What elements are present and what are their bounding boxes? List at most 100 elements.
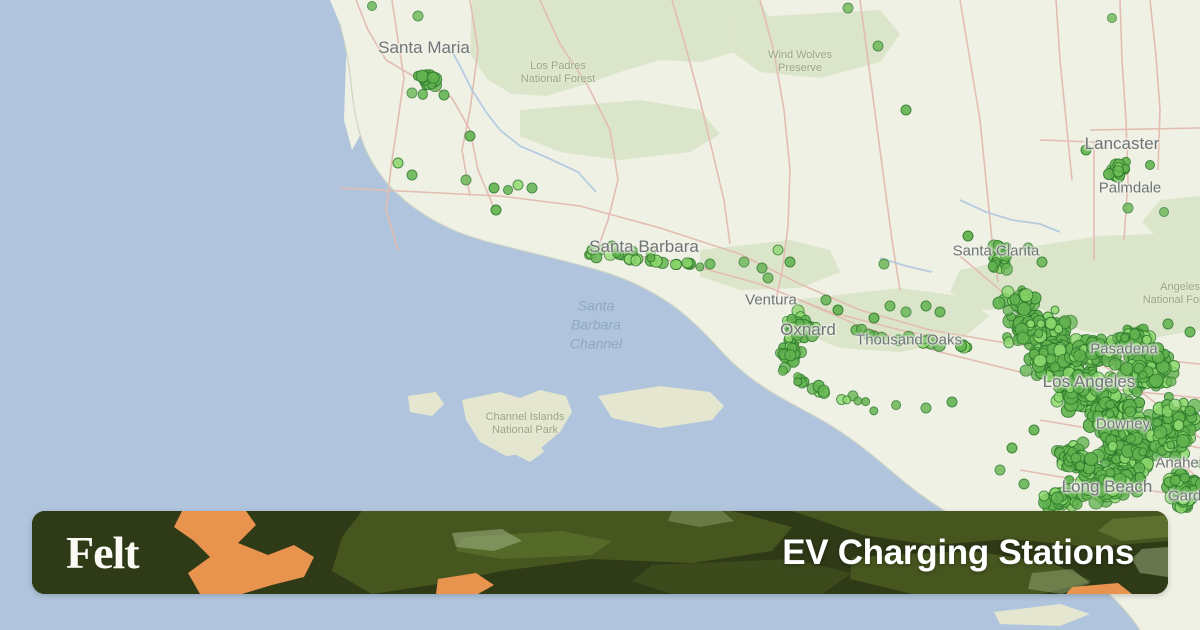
ev-station-marker[interactable]: [842, 395, 852, 405]
ev-station-marker[interactable]: [412, 10, 424, 22]
ev-station-marker[interactable]: [868, 312, 880, 324]
ev-station-marker[interactable]: [646, 253, 656, 263]
ev-station-marker[interactable]: [1022, 242, 1034, 254]
felt-logo[interactable]: Felt: [66, 526, 140, 578]
ev-station-marker[interactable]: [962, 230, 974, 242]
ev-station-marker[interactable]: [817, 385, 830, 398]
park-los-padres: [470, 0, 772, 96]
island-santa-rosa: [408, 392, 444, 416]
ev-station-marker[interactable]: [1159, 207, 1169, 217]
ev-station-marker[interactable]: [512, 179, 524, 191]
map-label-city: Thousand Oaks: [856, 331, 962, 349]
ev-station-marker[interactable]: [1107, 13, 1117, 23]
ev-station-marker[interactable]: [875, 331, 888, 344]
ev-station-marker[interactable]: [784, 256, 796, 268]
ev-station-marker[interactable]: [669, 258, 682, 271]
ev-station-marker[interactable]: [832, 304, 844, 316]
ev-station-marker[interactable]: [586, 244, 598, 256]
ev-station-marker[interactable]: [932, 339, 946, 352]
map-label-water: Santa Barbara Channel: [569, 297, 623, 352]
ev-station-marker[interactable]: [860, 396, 871, 407]
map-label-city: Lancaster: [1084, 134, 1160, 153]
ev-station-marker[interactable]: [438, 89, 450, 101]
ev-station-marker[interactable]: [920, 402, 932, 414]
ev-station-marker[interactable]: [490, 204, 502, 216]
ev-station-marker[interactable]: [526, 182, 538, 194]
ev-station-marker[interactable]: [987, 260, 999, 272]
park-wind-wolves: [730, 10, 900, 78]
ev-station-marker[interactable]: [992, 239, 1004, 251]
ev-station-marker[interactable]: [503, 185, 513, 195]
ev-station-marker[interactable]: [738, 256, 750, 268]
map-label-city: Oxnard: [780, 320, 836, 339]
ev-station-marker[interactable]: [862, 328, 875, 342]
ev-station-marker[interactable]: [406, 169, 418, 181]
ev-station-marker[interactable]: [1145, 160, 1155, 170]
map-label-city: Long Beach: [1061, 477, 1153, 496]
ev-station-marker[interactable]: [777, 365, 789, 376]
ev-station-marker[interactable]: [890, 400, 901, 410]
ev-station-marker[interactable]: [630, 254, 642, 266]
ev-station-marker[interactable]: [392, 157, 404, 169]
island-small-2: [994, 604, 1090, 626]
ev-station-marker[interactable]: [606, 240, 618, 252]
ev-station-marker[interactable]: [417, 89, 428, 100]
island-santa-cruz: [462, 390, 572, 456]
ev-station-marker[interactable]: [1050, 305, 1060, 315]
ev-station-marker[interactable]: [756, 262, 768, 274]
ev-station-marker[interactable]: [934, 306, 946, 318]
ev-station-marker[interactable]: [1000, 263, 1013, 276]
ev-station-marker[interactable]: [1000, 250, 1013, 263]
map-label-city: Santa Clarita: [952, 242, 1040, 260]
ev-station-marker[interactable]: [704, 258, 716, 270]
ev-station-marker[interactable]: [793, 377, 803, 387]
ev-station-marker[interactable]: [820, 294, 832, 306]
map-label-city: Los Angeles: [1042, 372, 1136, 391]
ev-station-marker[interactable]: [406, 87, 418, 99]
ev-station-marker[interactable]: [955, 340, 968, 353]
ev-station-marker[interactable]: [869, 405, 879, 416]
ev-station-marker[interactable]: [919, 335, 929, 345]
ev-station-marker[interactable]: [1036, 256, 1048, 268]
ev-station-marker[interactable]: [946, 396, 958, 408]
ev-station-marker[interactable]: [611, 248, 622, 259]
ev-station-marker[interactable]: [900, 104, 912, 116]
ev-station-marker[interactable]: [460, 174, 472, 186]
ev-station-marker[interactable]: [884, 300, 896, 312]
ev-station-marker[interactable]: [367, 1, 377, 11]
island-anacapa: [598, 386, 724, 428]
ev-station-marker[interactable]: [872, 40, 884, 52]
ev-station-marker[interactable]: [464, 130, 476, 142]
ev-station-marker[interactable]: [920, 300, 932, 312]
ev-station-marker[interactable]: [772, 244, 784, 256]
map-label-park: Wind Wolves Preserve: [768, 49, 832, 74]
ev-station-marker[interactable]: [1080, 144, 1092, 156]
map-title: EV Charging Stations: [782, 533, 1134, 572]
ev-station-marker[interactable]: [762, 272, 774, 284]
map-label-city: Santa Barbara: [589, 237, 699, 256]
map-label-city: Ventura: [745, 291, 797, 309]
ev-station-marker[interactable]: [892, 334, 905, 347]
ev-station-marker[interactable]: [426, 71, 440, 84]
ev-station-marker[interactable]: [784, 349, 796, 361]
ev-station-marker[interactable]: [1122, 202, 1134, 214]
park-santa-monica-mtns: [792, 288, 990, 352]
map-label-city: Downey: [1095, 415, 1151, 433]
ev-station-marker[interactable]: [878, 258, 890, 270]
ev-station-marker[interactable]: [1111, 165, 1124, 178]
map-banner: Felt EV Charging Stations: [32, 511, 1168, 594]
landmass-coast-notch: [344, 0, 372, 150]
ev-station-marker[interactable]: [695, 262, 705, 272]
ev-station-marker[interactable]: [806, 330, 819, 343]
ev-station-marker[interactable]: [681, 257, 693, 269]
ev-station-marker[interactable]: [842, 2, 854, 14]
ev-station-marker[interactable]: [787, 322, 798, 333]
ev-station-marker[interactable]: [900, 306, 912, 318]
ev-station-marker[interactable]: [488, 182, 500, 194]
map-label-city: Palmdale: [1098, 179, 1162, 197]
map-label-city: Santa Maria: [378, 38, 470, 57]
